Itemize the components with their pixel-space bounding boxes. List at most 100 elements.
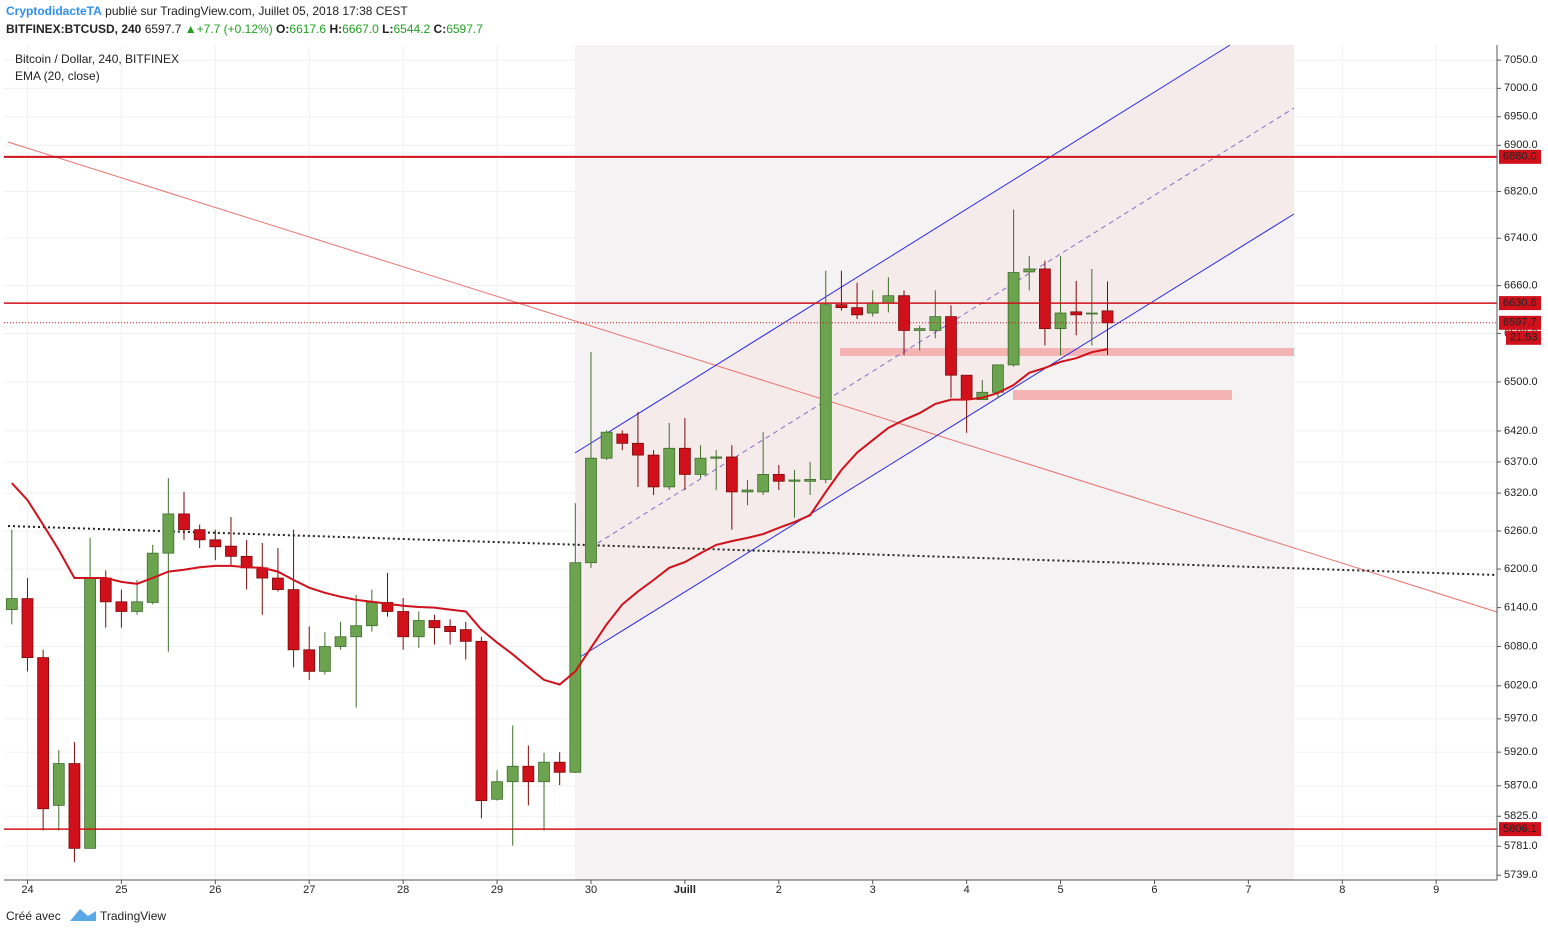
candle-body [585,457,597,564]
candle-body [428,620,441,629]
level-label: 5806.1 [1503,823,1537,835]
y-tick-label: 5970.0 [1504,713,1538,725]
candle-body [1054,312,1067,330]
candle-body [272,577,284,590]
candle-body [52,763,65,806]
candle-body [616,433,629,444]
candle-body [522,765,535,783]
y-tick-label: 6370.0 [1504,456,1538,468]
y-tick-label: 5739.0 [1504,869,1538,881]
candle-body [303,649,316,672]
candle-body [694,457,707,475]
chart-title: Bitcoin / Dollar, 240, BITFINEX [15,52,179,66]
candle-body [21,598,34,659]
level-label-box [1499,315,1541,330]
candle-body [365,602,378,627]
c: 6597.7 [446,22,483,36]
x-tick-label: 29 [491,884,503,896]
candle-body [115,601,128,612]
candle-body [131,601,143,612]
candle-body [193,529,206,541]
footer-brand[interactable]: TradingView [100,909,166,923]
x-tick-label: 5 [1057,884,1063,896]
published: publié sur TradingView.com, Juillet 05, … [105,4,408,18]
candle-body [663,447,676,488]
candle-body [444,625,456,632]
y-tick-label: 6950.0 [1504,111,1538,123]
channel-lower [579,213,1295,658]
axis-labels: 7050.0 7000.0 6950.0 6900.0 6820.0 6740.0 6660… [21,54,1541,896]
logo[interactable] [70,909,96,921]
candle-body [162,513,175,554]
l: 6544.2 [393,22,430,36]
candle-body [506,765,519,783]
candle-body [632,442,644,456]
candle-body [600,431,613,459]
y-tick-label: 6080.0 [1504,640,1538,652]
level-label: 6880.0 [1503,151,1537,163]
y-tick-label: 6260.0 [1504,525,1538,537]
candle-body [725,456,738,493]
candle-body [68,763,81,849]
y-tick-label: 5920.0 [1504,746,1538,758]
candle-body [992,364,1004,393]
candle-body [1007,272,1020,366]
support-zone [1013,390,1232,400]
candle-body [37,657,50,810]
y-tick-label: 6020.0 [1504,680,1538,692]
h-label: H: [329,22,342,36]
y-tick-label: 6820.0 [1504,185,1538,197]
x-tick-label: 30 [585,884,597,896]
x-tick-label: 28 [397,884,409,896]
x-tick-label: 6 [1151,884,1157,896]
channel-upper [574,44,1231,454]
candle-body [381,602,394,612]
candle-body [835,304,848,309]
candle-body [99,577,112,603]
x-tick-label: 24 [21,884,33,896]
candle-body [1023,268,1036,273]
candle-body [710,456,723,459]
candle-body [866,302,879,314]
candle-body [1039,268,1051,330]
o-label: O: [276,22,289,36]
header-line: CryptodidacteTA publié sur TradingView.c… [6,4,408,18]
price: 6597.7 [145,22,182,36]
x-tick-label: 4 [964,884,970,896]
channel-mid [589,107,1295,549]
trend-line [7,141,1498,613]
level-label: 6597.7 [1503,317,1537,329]
trend-line [7,525,1498,576]
candle-body [960,374,973,401]
legend-entry: EMA (20, close) [15,69,100,83]
level-label-box [1499,149,1541,164]
candle-body [851,307,863,316]
candle-body [412,620,425,638]
h: 6667.0 [342,22,379,36]
y-tick-label: 6420.0 [1504,425,1538,437]
y-tick-label: 6740.0 [1504,232,1538,244]
symbol: BITFINEX:BTCUSD, 240 [6,22,142,36]
marks [4,155,1497,863]
candle-body [757,473,770,493]
footer-text: Créé avec [6,909,61,923]
c-label: C: [434,22,447,36]
candle-body [397,611,410,638]
candle-body [319,646,331,672]
author[interactable]: CryptodidacteTA [6,4,102,18]
quote-line: BITFINEX:BTCUSD, 240 6597.7 ▲+7.7 (+0.12… [6,22,483,36]
y-tick-label: 7000.0 [1504,82,1538,94]
candle-body [898,295,910,331]
candle-body [1085,312,1098,315]
countdown-box [1506,330,1541,345]
candle-body [569,562,582,773]
candle-body [84,577,96,849]
candle-body [553,761,566,773]
candle-body [225,545,237,557]
candle-body [772,473,785,482]
level-label: 6630.6 [1503,297,1537,309]
candle-body [741,489,754,493]
countdown: 21:53 [1510,332,1538,344]
x-tick-label: 9 [1433,884,1439,896]
x-tick-label: 27 [303,884,315,896]
